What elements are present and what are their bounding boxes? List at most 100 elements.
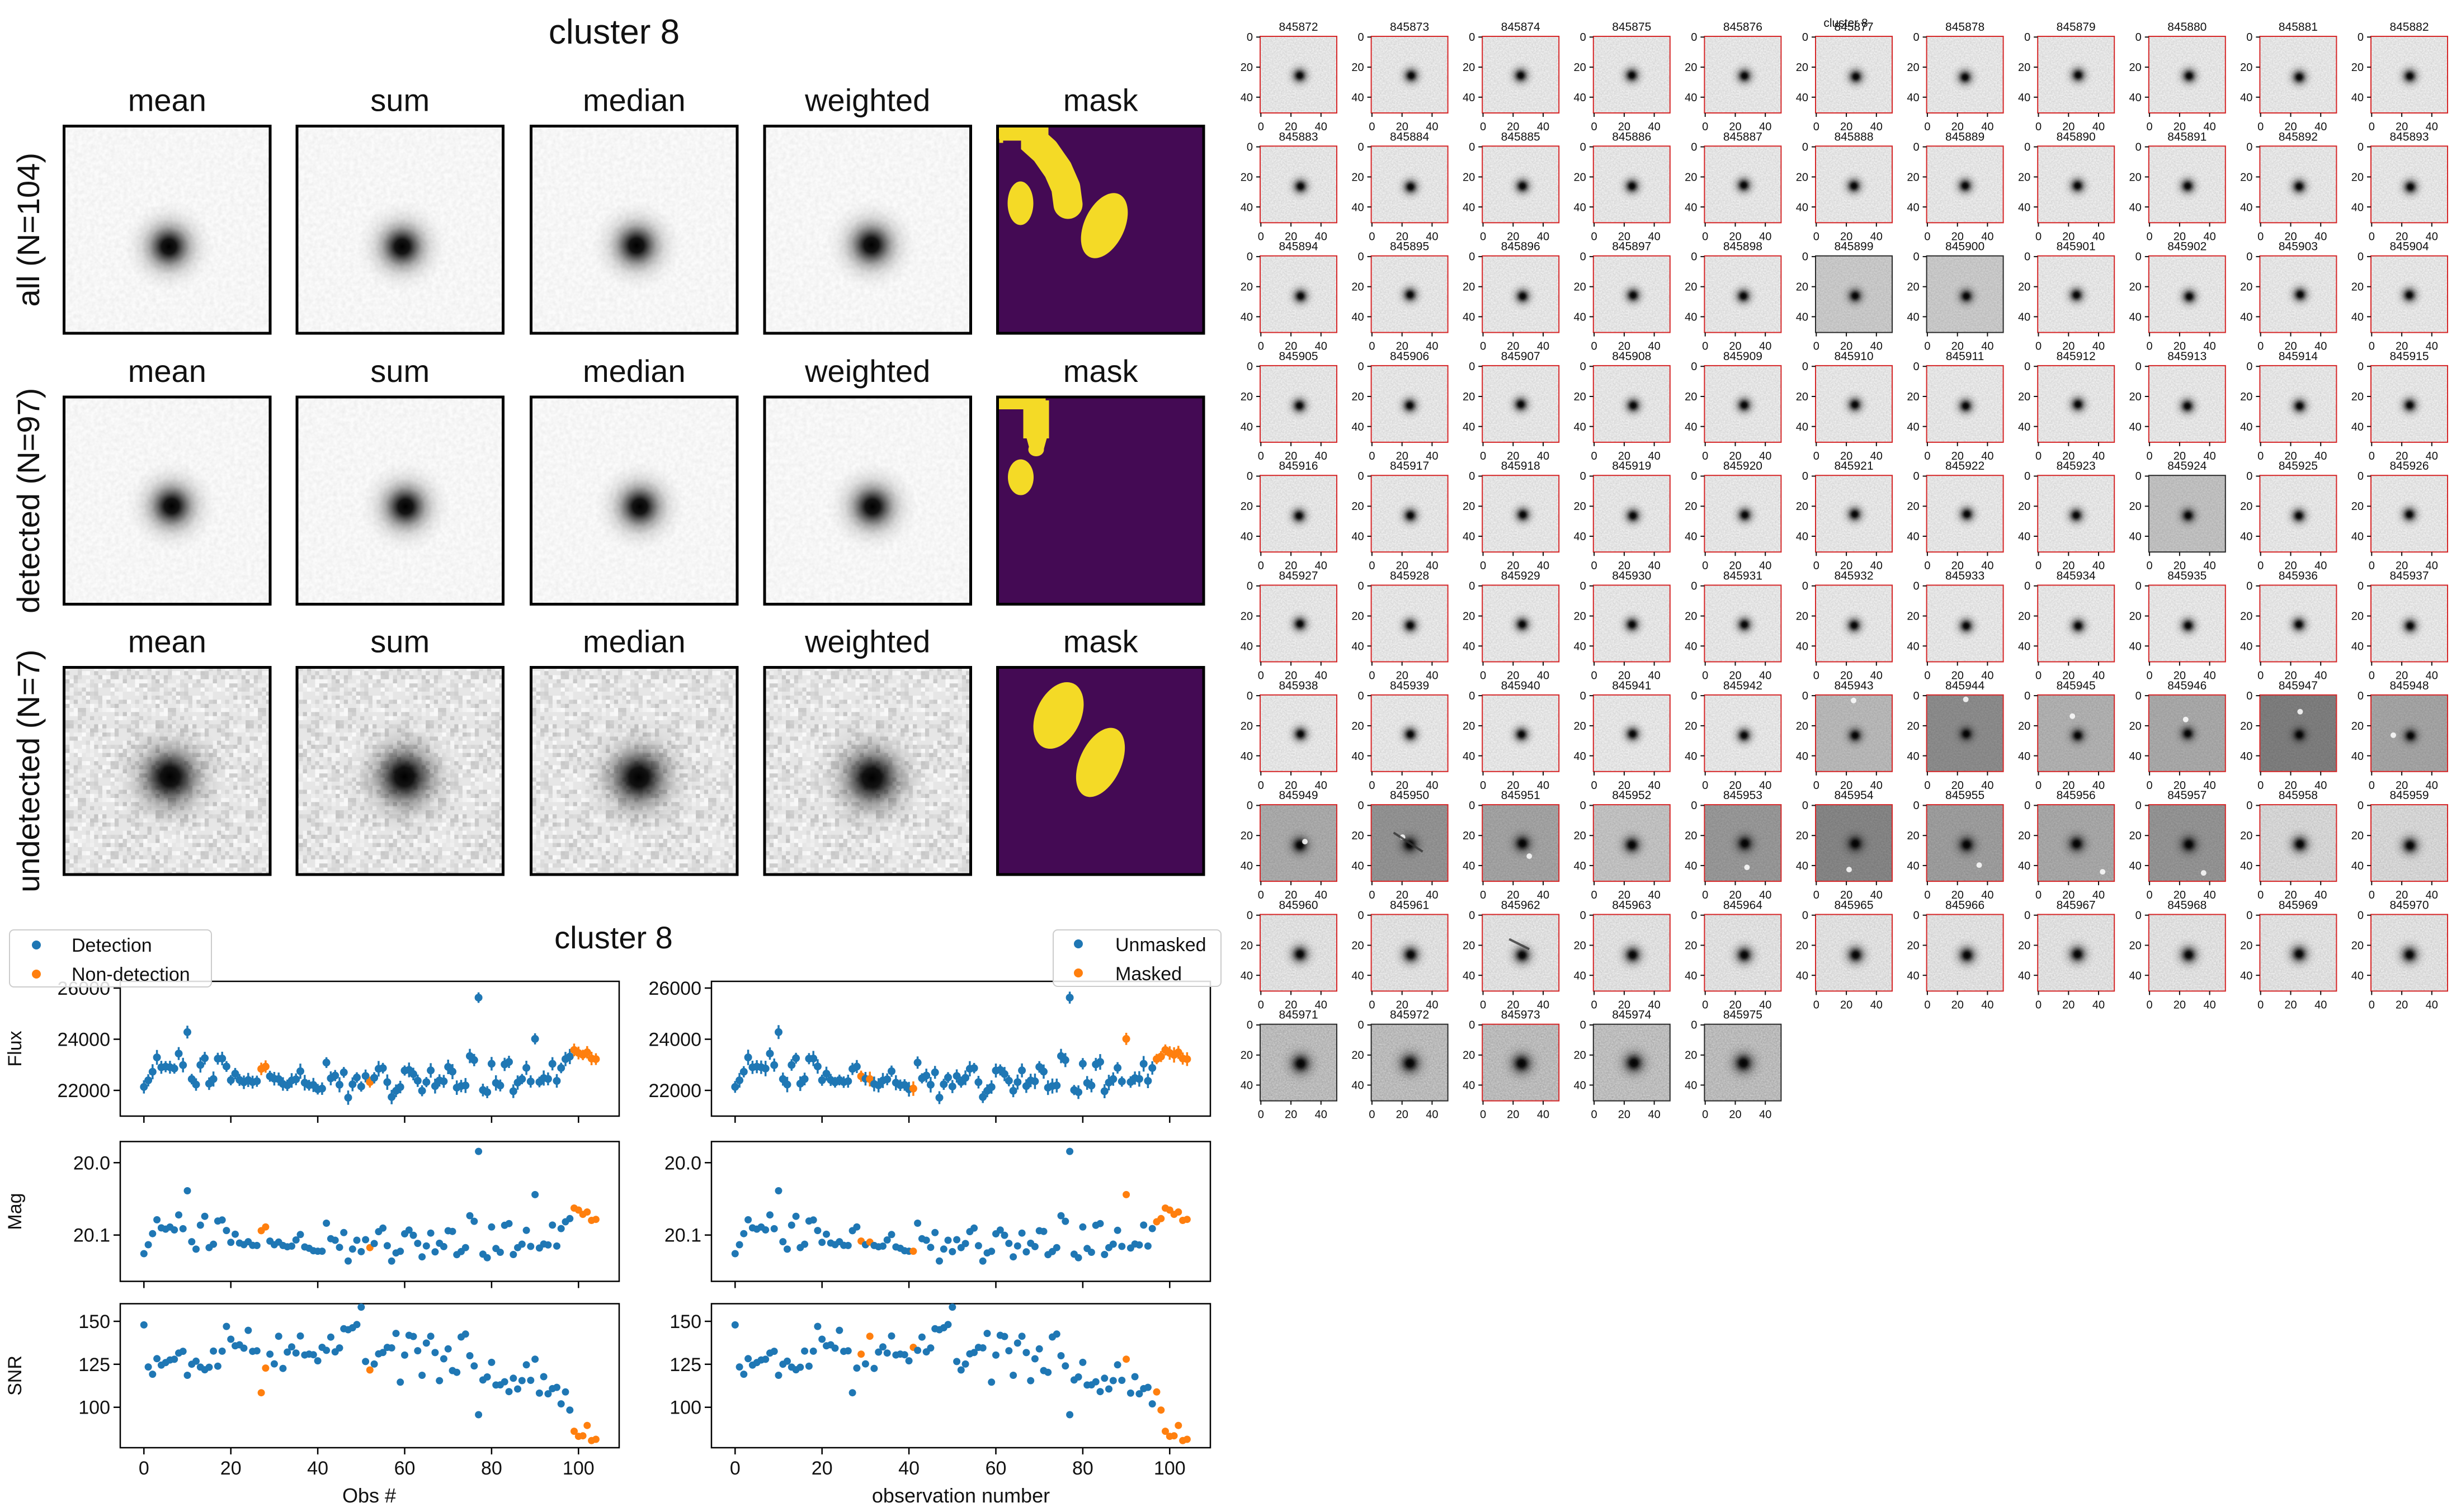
svg-text:845958: 845958 [2279, 789, 2318, 802]
svg-text:Detection: Detection [72, 935, 152, 956]
svg-text:845911: 845911 [1946, 350, 1984, 363]
svg-text:cluster 8: cluster 8 [554, 920, 673, 955]
svg-text:Obs #: Obs # [342, 1484, 396, 1507]
svg-text:845929: 845929 [1501, 570, 1540, 583]
svg-text:845952: 845952 [1612, 789, 1651, 802]
svg-text:845905: 845905 [1279, 350, 1318, 363]
svg-text:845921: 845921 [1834, 460, 1873, 472]
svg-text:845934: 845934 [2057, 570, 2096, 583]
svg-text:mask: mask [1063, 624, 1139, 659]
svg-text:845951: 845951 [1501, 789, 1540, 802]
svg-text:845891: 845891 [2167, 130, 2207, 143]
svg-text:Unmasked: Unmasked [1115, 934, 1206, 956]
svg-text:845910: 845910 [1834, 350, 1873, 363]
svg-text:845892: 845892 [2279, 130, 2318, 143]
svg-text:845872: 845872 [1279, 21, 1318, 34]
svg-text:845907: 845907 [1501, 350, 1540, 363]
svg-text:845940: 845940 [1501, 679, 1540, 692]
svg-text:845975: 845975 [1723, 1009, 1762, 1022]
svg-text:845909: 845909 [1723, 350, 1762, 363]
svg-text:845941: 845941 [1612, 679, 1651, 692]
svg-text:845965: 845965 [1834, 899, 1873, 911]
svg-text:845912: 845912 [2057, 350, 2096, 363]
svg-text:125: 125 [670, 1354, 701, 1376]
svg-text:845953: 845953 [1723, 789, 1762, 802]
svg-text:845893: 845893 [2389, 130, 2429, 143]
svg-text:845959: 845959 [2389, 789, 2429, 802]
svg-text:845874: 845874 [1501, 21, 1540, 34]
svg-text:845881: 845881 [2279, 21, 2318, 34]
svg-text:845973: 845973 [1501, 1009, 1540, 1022]
svg-text:26000: 26000 [648, 978, 701, 999]
svg-text:845916: 845916 [1279, 460, 1318, 472]
svg-text:845895: 845895 [1390, 240, 1429, 253]
svg-text:cluster 8: cluster 8 [1823, 17, 1868, 30]
svg-text:845943: 845943 [1834, 679, 1873, 692]
svg-text:Mag: Mag [4, 1193, 26, 1230]
svg-text:845935: 845935 [2167, 570, 2207, 583]
svg-text:845900: 845900 [1945, 240, 1984, 253]
svg-text:median: median [583, 353, 686, 389]
svg-text:845970: 845970 [2389, 899, 2429, 911]
svg-text:845949: 845949 [1279, 789, 1318, 802]
svg-text:845937: 845937 [2389, 570, 2429, 583]
svg-text:sum: sum [370, 353, 430, 389]
svg-text:150: 150 [78, 1311, 110, 1333]
svg-text:845915: 845915 [2389, 350, 2429, 363]
svg-text:845896: 845896 [1501, 240, 1540, 253]
svg-text:845875: 845875 [1612, 21, 1651, 34]
svg-text:845876: 845876 [1723, 21, 1762, 34]
svg-text:845961: 845961 [1390, 899, 1429, 911]
svg-text:845904: 845904 [2389, 240, 2429, 253]
svg-text:mean: mean [128, 624, 206, 659]
svg-text:845928: 845928 [1390, 570, 1429, 583]
svg-text:60: 60 [986, 1458, 1007, 1479]
svg-text:845971: 845971 [1279, 1009, 1318, 1022]
svg-text:0: 0 [730, 1458, 741, 1479]
svg-text:845939: 845939 [1390, 679, 1429, 692]
svg-text:845946: 845946 [2167, 679, 2207, 692]
svg-text:845890: 845890 [2057, 130, 2096, 143]
svg-text:detected (N=97): detected (N=97) [11, 388, 46, 613]
svg-text:845964: 845964 [1723, 899, 1762, 911]
svg-text:845922: 845922 [1945, 460, 1984, 472]
svg-text:cluster 8: cluster 8 [549, 13, 680, 51]
svg-text:845877: 845877 [1834, 21, 1873, 34]
svg-text:845955: 845955 [1945, 789, 1984, 802]
svg-text:80: 80 [481, 1458, 502, 1479]
svg-text:100: 100 [1154, 1458, 1186, 1479]
svg-text:845936: 845936 [2279, 570, 2318, 583]
svg-text:845898: 845898 [1723, 240, 1762, 253]
svg-text:845967: 845967 [2057, 899, 2096, 911]
svg-text:24000: 24000 [648, 1029, 701, 1051]
svg-text:Masked: Masked [1115, 963, 1182, 985]
svg-text:125: 125 [78, 1354, 110, 1376]
svg-text:845933: 845933 [1945, 570, 1984, 583]
svg-text:weighted: weighted [804, 624, 930, 659]
svg-text:845908: 845908 [1612, 350, 1651, 363]
svg-text:24000: 24000 [57, 1029, 110, 1051]
svg-text:845962: 845962 [1501, 899, 1540, 911]
svg-text:845883: 845883 [1279, 130, 1318, 143]
svg-text:sum: sum [370, 83, 430, 118]
svg-text:845957: 845957 [2167, 789, 2207, 802]
svg-text:sum: sum [370, 624, 430, 659]
svg-text:20: 20 [812, 1458, 833, 1479]
svg-text:845938: 845938 [1279, 679, 1318, 692]
svg-text:150: 150 [670, 1311, 701, 1333]
svg-text:weighted: weighted [804, 83, 930, 118]
svg-text:mask: mask [1063, 353, 1139, 389]
svg-text:observation number: observation number [872, 1484, 1050, 1507]
svg-text:22000: 22000 [648, 1080, 701, 1102]
svg-text:845886: 845886 [1612, 130, 1651, 143]
svg-text:845894: 845894 [1279, 240, 1318, 253]
svg-text:100: 100 [563, 1458, 595, 1479]
svg-text:80: 80 [1072, 1458, 1093, 1479]
svg-text:845919: 845919 [1612, 460, 1651, 472]
svg-text:845906: 845906 [1390, 350, 1429, 363]
svg-text:845956: 845956 [2057, 789, 2096, 802]
svg-text:845882: 845882 [2389, 21, 2429, 34]
svg-text:all (N=104): all (N=104) [11, 153, 46, 306]
svg-text:845932: 845932 [1834, 570, 1873, 583]
svg-text:845931: 845931 [1723, 570, 1762, 583]
